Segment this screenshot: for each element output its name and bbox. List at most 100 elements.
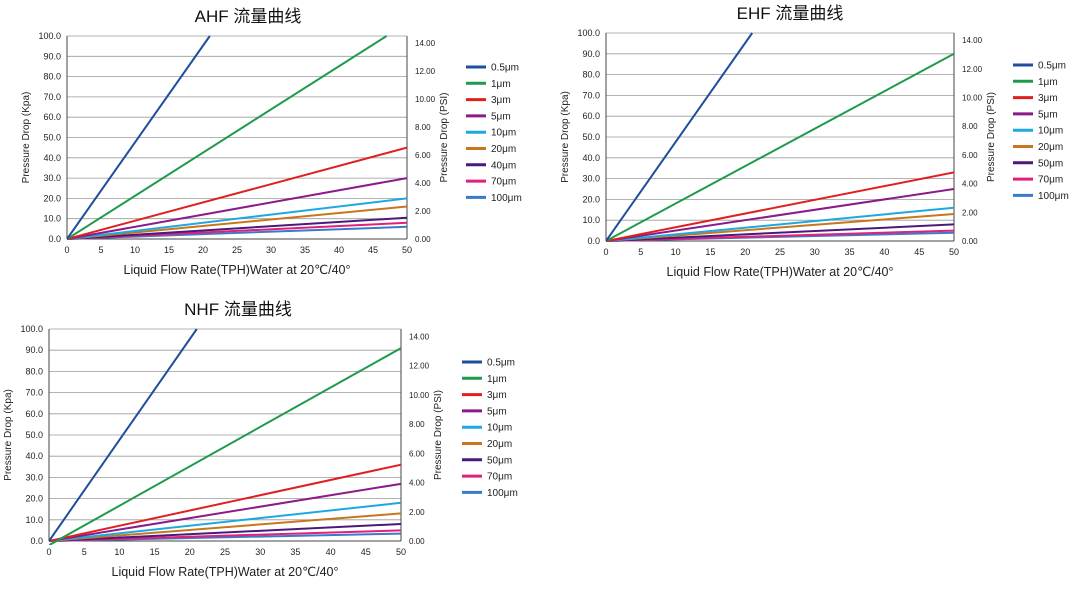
series-line — [606, 32, 754, 242]
y-tick-label: 10.0 — [43, 214, 61, 224]
y-tick-label: 0.0 — [587, 236, 600, 246]
x-tick-label: 10 — [130, 245, 140, 255]
series-line — [67, 216, 407, 240]
x-tick-label: 25 — [220, 547, 230, 557]
y2-tick-label: 0.00 — [962, 237, 978, 246]
y-tick-label: 70.0 — [25, 388, 43, 398]
series-line — [49, 512, 401, 542]
legend-label: 100μm — [491, 193, 522, 204]
x-tick-label: 15 — [705, 247, 715, 257]
legend-label: 40μm — [491, 160, 516, 171]
y-tick-label: 30.0 — [25, 472, 43, 482]
series-line — [67, 35, 211, 240]
y2-tick-label: 4.00 — [962, 180, 978, 189]
y2-tick-label: 2.00 — [409, 508, 425, 517]
legend-label: 3μm — [491, 95, 511, 106]
series-line — [49, 482, 401, 542]
x-axis-label: Liquid Flow Rate(TPH)Water at 20℃/40° — [667, 265, 894, 279]
x-tick-label: 5 — [638, 247, 643, 257]
y2-tick-label: 14.00 — [415, 39, 436, 48]
series-line — [606, 223, 954, 242]
y2-tick-label: 6.00 — [415, 151, 431, 160]
series-line — [67, 146, 407, 240]
x-tick-label: 0 — [603, 247, 608, 257]
series-line — [49, 523, 401, 542]
series-line — [49, 501, 401, 542]
y-tick-label: 60.0 — [582, 111, 600, 121]
legend-label: 20μm — [487, 439, 512, 450]
y-tick-label: 20.0 — [582, 194, 600, 204]
y-tick-label: 20.0 — [25, 494, 43, 504]
y-tick-label: 40.0 — [25, 451, 43, 461]
x-tick-label: 45 — [914, 247, 924, 257]
x-tick-label: 35 — [845, 247, 855, 257]
y2-tick-label: 0.00 — [409, 537, 425, 546]
y-tick-label: 90.0 — [25, 345, 43, 355]
y-tick-label: 60.0 — [25, 409, 43, 419]
x-tick-label: 10 — [114, 547, 124, 557]
y-axis-label: Pressure Drop (Kpa) — [560, 91, 571, 183]
legend-label: 20μm — [1038, 142, 1063, 153]
x-tick-label: 50 — [949, 247, 959, 257]
chart-title: AHF 流量曲线 — [195, 7, 302, 26]
series-line — [49, 463, 401, 542]
series-line — [67, 197, 407, 240]
legend-label: 50μm — [1038, 158, 1063, 169]
x-tick-label: 5 — [98, 245, 103, 255]
y-tick-label: 80.0 — [25, 366, 43, 376]
y-tick-label: 40.0 — [582, 153, 600, 163]
y2-axis-label: Pressure Drop (PSI) — [439, 92, 450, 182]
x-tick-label: 40 — [326, 547, 336, 557]
series-line — [49, 529, 401, 542]
y2-tick-label: 12.00 — [962, 65, 983, 74]
legend-label: 3μm — [487, 390, 507, 401]
x-tick-label: 20 — [185, 547, 195, 557]
x-tick-label: 45 — [361, 547, 371, 557]
y-axis-label: Pressure Drop (Kpa) — [3, 389, 14, 481]
y-tick-label: 80.0 — [43, 72, 61, 82]
x-tick-label: 15 — [150, 547, 160, 557]
y-tick-label: 60.0 — [43, 112, 61, 122]
legend-label: 0.5μm — [1038, 61, 1066, 72]
y2-axis-label: Pressure Drop (PSI) — [986, 92, 997, 182]
series-line — [67, 205, 407, 240]
x-axis-label: Liquid Flow Rate(TPH)Water at 20℃/40° — [124, 263, 351, 277]
y-tick-label: 70.0 — [43, 92, 61, 102]
x-tick-label: 20 — [740, 247, 750, 257]
y-tick-label: 30.0 — [43, 173, 61, 183]
y2-tick-label: 14.00 — [962, 36, 983, 45]
legend-label: 100μm — [487, 488, 518, 499]
y-tick-label: 50.0 — [43, 133, 61, 143]
x-tick-label: 30 — [810, 247, 820, 257]
y-tick-label: 40.0 — [43, 153, 61, 163]
x-tick-label: 25 — [232, 245, 242, 255]
y-tick-label: 0.0 — [30, 536, 43, 546]
legend-label: 1μm — [487, 374, 507, 385]
x-tick-label: 0 — [64, 245, 69, 255]
x-tick-label: 45 — [368, 245, 378, 255]
y-tick-label: 20.0 — [43, 193, 61, 203]
x-tick-label: 10 — [671, 247, 681, 257]
x-tick-label: 40 — [879, 247, 889, 257]
legend-label: 5μm — [491, 111, 511, 122]
legend-label: 10μm — [487, 423, 512, 434]
y2-tick-label: 4.00 — [415, 179, 431, 188]
legend-label: 10μm — [1038, 126, 1063, 137]
y-tick-label: 10.0 — [582, 215, 600, 225]
legend-label: 1μm — [1038, 77, 1058, 88]
x-tick-label: 15 — [164, 245, 174, 255]
y2-tick-label: 4.00 — [409, 479, 425, 488]
y2-tick-label: 10.00 — [962, 94, 983, 103]
y2-tick-label: 14.00 — [409, 332, 430, 341]
legend-label: 1μm — [491, 79, 511, 90]
x-tick-label: 25 — [775, 247, 785, 257]
y2-tick-label: 12.00 — [409, 362, 430, 371]
legend-label: 5μm — [487, 406, 507, 417]
y-tick-label: 0.0 — [48, 234, 61, 244]
x-tick-label: 35 — [300, 245, 310, 255]
y2-tick-label: 12.00 — [415, 67, 436, 76]
y2-tick-label: 8.00 — [962, 122, 978, 131]
x-tick-label: 0 — [46, 547, 51, 557]
chart-title: EHF 流量曲线 — [737, 4, 844, 23]
x-axis-label: Liquid Flow Rate(TPH)Water at 20℃/40° — [112, 565, 339, 579]
